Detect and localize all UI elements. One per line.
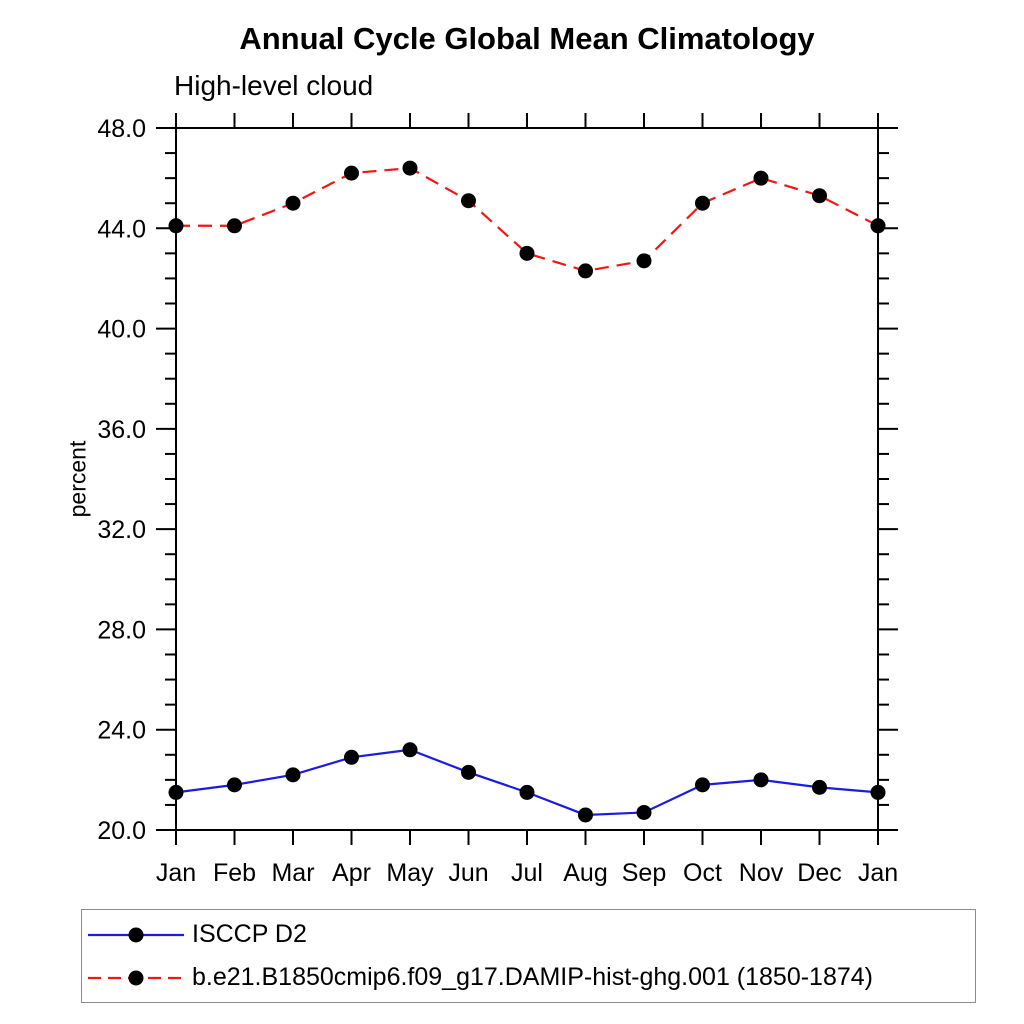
series-line xyxy=(175,748,879,817)
y-tick-label: 28.0 xyxy=(97,616,146,644)
y-tick-label: 44.0 xyxy=(97,215,146,243)
series-point xyxy=(695,195,710,211)
x-tick-label: Feb xyxy=(213,859,256,887)
x-tick-label: Jul xyxy=(511,859,543,887)
legend-row-isccp: ISCCP D2 xyxy=(85,913,975,956)
series-point xyxy=(461,764,476,780)
x-tick-label: Sep xyxy=(622,859,666,887)
series-point xyxy=(870,784,886,800)
series-point xyxy=(636,253,652,269)
series-point xyxy=(519,784,535,800)
series-point xyxy=(285,767,301,783)
x-tick-label: Nov xyxy=(739,859,784,887)
series-point xyxy=(402,742,418,758)
x-tick-label: Jun xyxy=(448,859,488,887)
series-point xyxy=(227,777,242,793)
legend-row-model: b.e21.B1850cmip6.f09_g17.DAMIP-hist-ghg.… xyxy=(85,956,975,999)
series-point xyxy=(578,807,593,823)
chart-title: Annual Cycle Global Mean Climatology xyxy=(239,21,815,56)
x-tick-label: Oct xyxy=(683,859,722,887)
series-point xyxy=(812,188,827,204)
series-point xyxy=(870,218,886,234)
series-point xyxy=(168,218,184,234)
series-point xyxy=(753,170,769,186)
series-point xyxy=(636,804,652,820)
legend-label-model: b.e21.B1850cmip6.f09_g17.DAMIP-hist-ghg.… xyxy=(192,963,873,991)
series-point xyxy=(753,772,769,788)
legend-line-sample-dashed-icon xyxy=(88,970,184,985)
x-tick-label: Jan xyxy=(858,859,898,887)
series-point xyxy=(519,245,535,261)
series-point xyxy=(168,784,184,800)
y-tick-label: 40.0 xyxy=(97,316,146,344)
series-point xyxy=(578,263,593,279)
series-point xyxy=(344,749,359,765)
x-tick-label: Apr xyxy=(332,859,371,887)
series-point xyxy=(344,165,359,181)
x-tick-label: May xyxy=(386,859,434,887)
series-point xyxy=(461,193,476,209)
series-point xyxy=(695,777,710,793)
chart-subtitle: High-level cloud xyxy=(174,70,374,101)
y-tick-label: 20.0 xyxy=(97,817,146,845)
y-tick-label: 24.0 xyxy=(97,717,146,745)
plot-frame xyxy=(175,127,879,831)
x-tick-label: Aug xyxy=(563,859,607,887)
series-point xyxy=(285,195,301,211)
series-point xyxy=(402,160,418,176)
legend-label-isccp: ISCCP D2 xyxy=(192,920,307,948)
legend-line-sample-solid-icon xyxy=(88,927,184,942)
x-tick-label: Mar xyxy=(271,859,314,887)
x-tick-label: Jan xyxy=(156,859,196,887)
y-tick-label: 48.0 xyxy=(97,115,146,143)
series-point xyxy=(227,218,242,234)
y-tick-label: 32.0 xyxy=(97,516,146,544)
series-point xyxy=(812,779,827,795)
x-tick-label: Dec xyxy=(797,859,841,887)
legend: ISCCP D2 b.e21.B1850cmip6.f09_g17.DAMIP-… xyxy=(81,909,976,1003)
y-tick-label: 36.0 xyxy=(97,416,146,444)
